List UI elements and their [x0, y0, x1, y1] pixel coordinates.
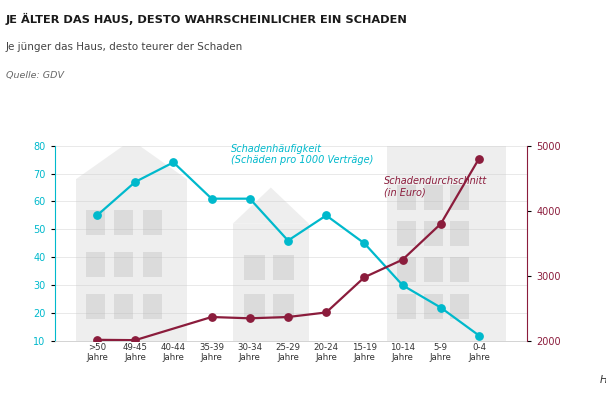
FancyBboxPatch shape: [450, 221, 470, 246]
Point: [130, 178, 140, 185]
FancyBboxPatch shape: [450, 185, 470, 210]
Point: [436, 220, 445, 227]
Point: [92, 212, 102, 219]
Point: [207, 314, 216, 320]
Point: [168, 159, 178, 166]
FancyBboxPatch shape: [273, 255, 294, 280]
FancyBboxPatch shape: [85, 252, 105, 277]
FancyBboxPatch shape: [397, 185, 416, 210]
FancyBboxPatch shape: [387, 140, 506, 341]
Point: [359, 240, 369, 247]
FancyBboxPatch shape: [397, 258, 416, 282]
FancyBboxPatch shape: [114, 210, 133, 235]
Point: [398, 282, 407, 289]
Point: [474, 332, 484, 339]
FancyBboxPatch shape: [143, 294, 162, 319]
Polygon shape: [76, 140, 187, 179]
FancyBboxPatch shape: [424, 294, 443, 319]
Text: Schadenhäufigkeit
(Schäden pro 1000 Verträge): Schadenhäufigkeit (Schäden pro 1000 Vert…: [231, 144, 373, 165]
Point: [359, 274, 369, 280]
Polygon shape: [233, 188, 309, 224]
Point: [130, 337, 140, 344]
Text: Hausalter: Hausalter: [599, 375, 606, 385]
Point: [321, 212, 331, 219]
Point: [283, 237, 293, 244]
Point: [207, 196, 216, 202]
Point: [245, 315, 255, 322]
Point: [245, 196, 255, 202]
Text: Je jünger das Haus, desto teurer der Schaden: Je jünger das Haus, desto teurer der Sch…: [6, 42, 244, 52]
FancyBboxPatch shape: [424, 221, 443, 246]
Point: [436, 304, 445, 311]
FancyBboxPatch shape: [450, 258, 470, 282]
FancyBboxPatch shape: [244, 255, 265, 280]
FancyBboxPatch shape: [85, 294, 105, 319]
Point: [398, 256, 407, 263]
Text: Quelle: GDV: Quelle: GDV: [6, 71, 64, 80]
FancyBboxPatch shape: [397, 221, 416, 246]
Text: JE ÄLTER DAS HAUS, DESTO WAHRSCHEINLICHER EIN SCHADEN: JE ÄLTER DAS HAUS, DESTO WAHRSCHEINLICHE…: [6, 12, 408, 25]
FancyBboxPatch shape: [85, 210, 105, 235]
Text: Schadendurchschnitt
(in Euro): Schadendurchschnitt (in Euro): [384, 176, 487, 198]
Point: [92, 337, 102, 343]
FancyBboxPatch shape: [143, 210, 162, 235]
Point: [474, 155, 484, 162]
FancyBboxPatch shape: [450, 294, 470, 319]
FancyBboxPatch shape: [273, 294, 294, 319]
FancyBboxPatch shape: [244, 294, 265, 319]
Point: [283, 314, 293, 320]
FancyBboxPatch shape: [143, 252, 162, 277]
FancyBboxPatch shape: [424, 258, 443, 282]
FancyBboxPatch shape: [424, 185, 443, 210]
FancyBboxPatch shape: [76, 179, 187, 341]
Point: [321, 309, 331, 316]
FancyBboxPatch shape: [233, 224, 309, 341]
FancyBboxPatch shape: [114, 252, 133, 277]
FancyBboxPatch shape: [114, 294, 133, 319]
FancyBboxPatch shape: [397, 294, 416, 319]
